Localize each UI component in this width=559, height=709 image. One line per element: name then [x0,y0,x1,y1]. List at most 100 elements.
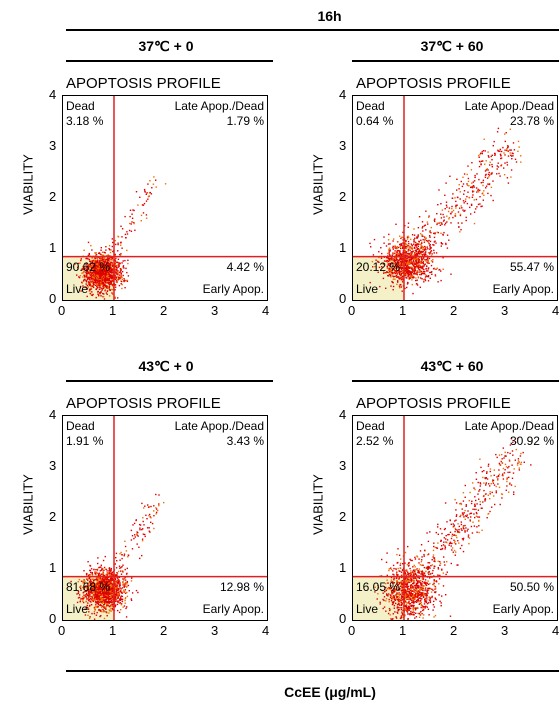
panel-title: APOPTOSIS PROFILE [356,395,511,412]
y-tick-label: 4 [49,407,57,422]
data-point [392,581,394,583]
data-point [420,253,423,255]
data-point [120,272,122,274]
data-point [421,265,423,268]
dead-value: 0.64 % [356,114,394,128]
data-point [111,245,113,248]
data-point [420,277,422,279]
data-point [404,271,406,273]
data-point [429,230,431,232]
data-point [424,271,426,273]
data-point [124,589,127,591]
data-point [487,155,490,157]
data-point [109,604,112,607]
data-point [83,274,86,277]
data-point [402,267,404,269]
data-point [91,586,93,588]
data-point [397,246,400,249]
data-point [399,264,401,266]
data-point [80,598,82,600]
data-point [407,606,409,609]
data-point [98,278,100,280]
data-point [448,239,450,241]
data-point [418,253,421,255]
data-point [120,604,123,606]
data-point [85,279,87,282]
data-point [435,598,437,601]
data-point [388,267,390,270]
data-point [95,252,97,254]
data-point [103,257,105,259]
x-tick-label: 0 [348,303,356,318]
data-point [425,275,428,277]
data-point [92,270,95,272]
data-point [400,277,402,279]
data-point [125,550,128,552]
data-point [86,257,88,260]
data-point [461,544,463,547]
data-point [101,261,103,264]
data-point [108,273,110,276]
data-point [472,194,474,196]
data-point [435,580,438,582]
data-point [102,581,104,583]
data-point [149,531,151,533]
data-point [90,277,93,279]
data-point [419,264,421,267]
data-point [421,570,423,572]
data-point [380,247,382,249]
data-point [417,262,419,264]
data-point [444,548,446,550]
data-point [110,582,112,585]
data-point [93,612,96,615]
data-point [91,591,93,593]
data-point [484,170,487,172]
data-point [441,222,443,224]
data-point [102,284,104,287]
data-point [97,276,99,279]
data-point [106,285,108,287]
data-point [98,295,100,297]
data-point [498,463,501,466]
data-point [100,282,103,284]
data-point [76,593,78,595]
data-point [388,259,390,261]
data-point [405,251,408,253]
data-point [401,588,404,590]
data-point [93,579,95,582]
data-point [416,555,418,557]
data-point [483,470,485,472]
data-point [414,577,416,579]
data-point [409,249,411,251]
data-point [481,470,483,473]
data-point [482,150,485,152]
data-point [110,274,113,276]
data-point [117,272,120,274]
data-point [141,204,144,206]
data-point [99,291,102,294]
data-point [111,596,113,599]
data-point [144,191,146,193]
data-point [410,253,412,255]
data-point [100,271,102,273]
data-point [111,577,113,580]
dead-label: Dead [66,99,95,113]
data-point [130,223,132,225]
data-point [429,235,431,237]
data-point [414,263,416,265]
condition-label: 43℃ + 60 [420,358,484,374]
data-point [396,592,398,594]
data-point [124,590,126,593]
data-point [129,215,131,218]
data-point [410,276,412,278]
data-point [437,560,439,562]
data-point [91,266,93,269]
data-point [383,591,386,593]
early-value: 55.47 % [509,259,554,274]
data-point [473,180,476,182]
data-point [389,275,392,277]
data-point [420,252,422,255]
data-point [107,262,110,264]
data-point [81,281,83,283]
data-point [87,264,89,266]
